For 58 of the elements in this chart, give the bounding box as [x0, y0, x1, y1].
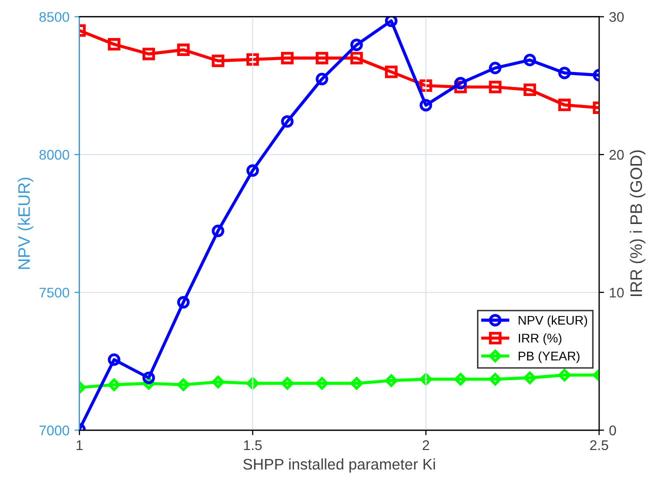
- point: [384, 66, 398, 78]
- point: [558, 66, 571, 80]
- x-tick-label: 2.5: [590, 440, 608, 450]
- y-tick-label: 7000: [40, 426, 70, 436]
- y2-axis-title: IRR (%) i PB (GOD): [630, 150, 646, 296]
- y-tick-label: 8000: [39, 150, 70, 160]
- point: [350, 38, 363, 52]
- legend-label: NPV (kEUR): [518, 316, 588, 328]
- y2-tick-label: 0: [609, 426, 616, 436]
- point: [384, 16, 398, 28]
- point: [177, 378, 190, 392]
- point: [420, 98, 432, 112]
- legend-label: PB (YEAR): [518, 351, 580, 363]
- point: [142, 372, 155, 384]
- point: [316, 72, 328, 86]
- x-tick-label: 2: [422, 440, 430, 450]
- point: [488, 62, 502, 74]
- point: [454, 76, 467, 90]
- point: [558, 368, 571, 382]
- point: [108, 38, 120, 51]
- point: [108, 378, 120, 392]
- x-tick-label: 1.5: [244, 440, 262, 450]
- point: [524, 84, 536, 96]
- point: [420, 79, 432, 92]
- point: [420, 372, 432, 386]
- point: [524, 54, 536, 66]
- point: [177, 296, 190, 309]
- point: [212, 224, 224, 238]
- point: [316, 52, 328, 64]
- point: [281, 52, 294, 64]
- point: [142, 48, 155, 60]
- point: [558, 98, 571, 112]
- y2-tick-label: 10: [610, 288, 624, 298]
- point: [350, 377, 363, 390]
- point: [350, 52, 363, 64]
- point: [488, 80, 502, 94]
- point: [384, 374, 398, 387]
- point: [281, 377, 294, 390]
- y2-tick-label: 20: [610, 150, 624, 160]
- y-tick-label: 8500: [39, 12, 70, 22]
- point: [177, 44, 190, 56]
- y-axis-title: NPV (kEUR): [18, 178, 34, 269]
- point: [316, 377, 328, 390]
- point: [246, 53, 259, 66]
- point: [524, 372, 536, 384]
- point: [108, 353, 120, 366]
- point: [488, 372, 502, 386]
- point: [212, 54, 224, 68]
- point: [454, 372, 467, 386]
- x-axis-title: SHPP installed parameter Ki: [243, 458, 435, 473]
- y2-tick-label: 30: [609, 12, 624, 22]
- point: [246, 164, 259, 177]
- point: [246, 377, 259, 390]
- y-tick-label: 7500: [40, 288, 70, 298]
- x-tick-label: 1: [76, 440, 83, 450]
- point: [281, 115, 294, 128]
- legend-label: IRR (%): [518, 333, 562, 346]
- point: [212, 376, 224, 388]
